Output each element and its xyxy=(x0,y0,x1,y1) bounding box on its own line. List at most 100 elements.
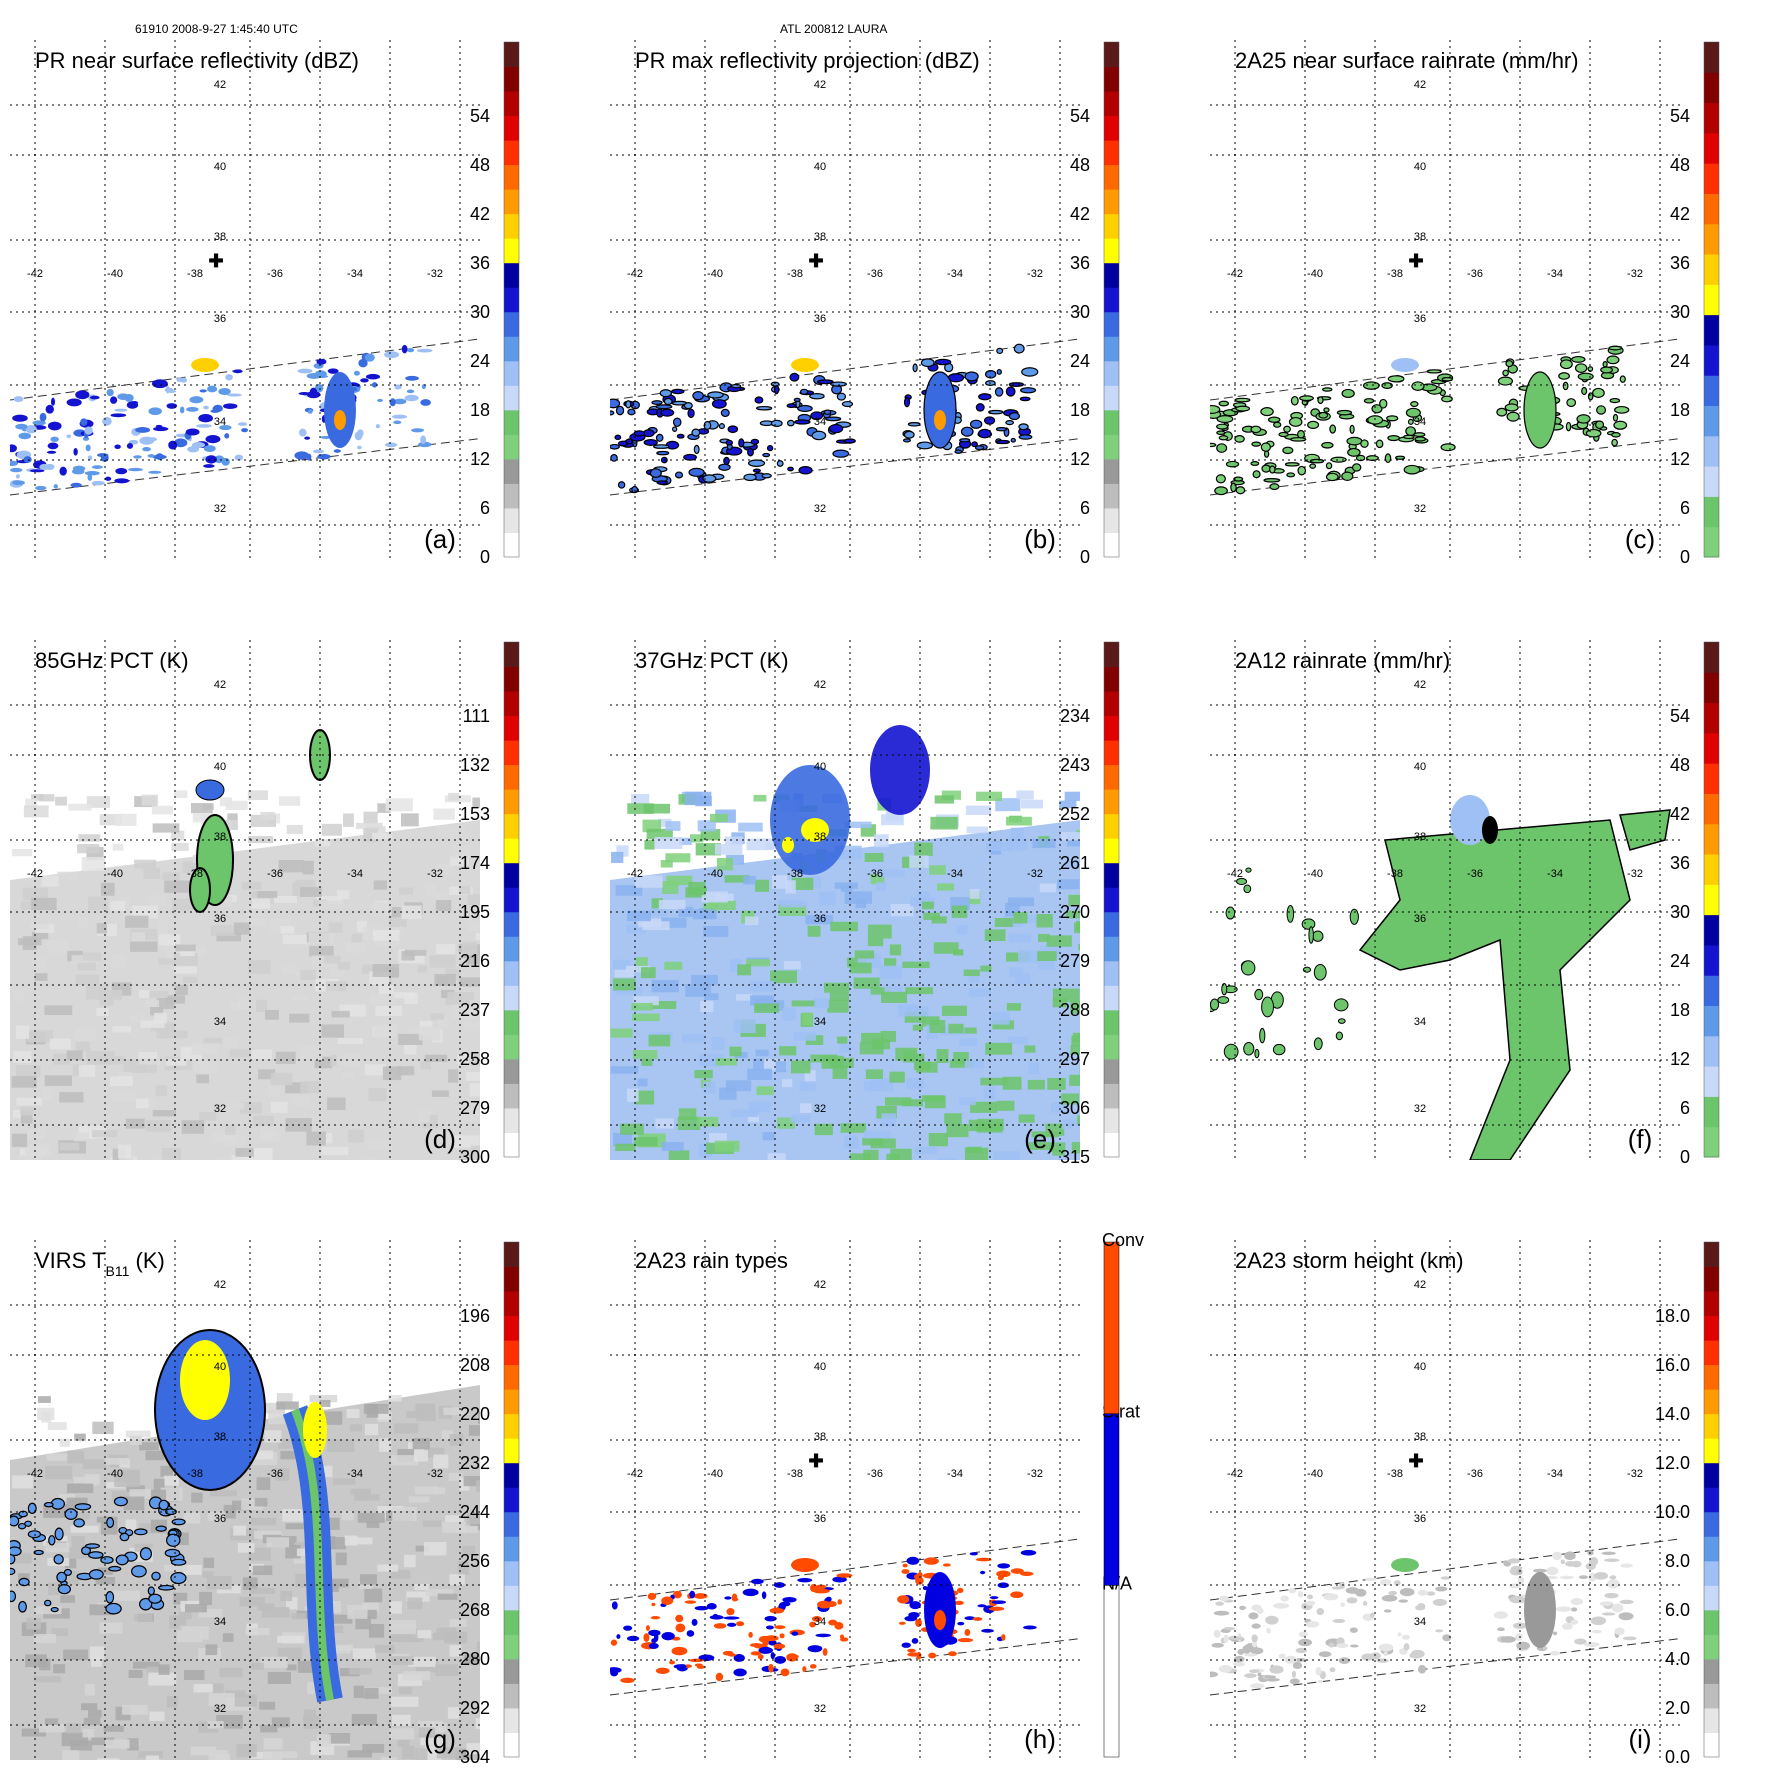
texture-cell xyxy=(295,879,316,891)
texture-cell xyxy=(391,1656,414,1665)
texture-cell xyxy=(416,1409,436,1422)
rain-pixel xyxy=(39,412,47,422)
colorbar-label: 18.0 xyxy=(1655,1306,1690,1326)
colorbar-segment xyxy=(504,42,519,68)
texture-cell xyxy=(282,1509,310,1522)
rain-pixel xyxy=(774,1625,786,1630)
rain-fleck xyxy=(1254,1048,1260,1059)
rain-pixel xyxy=(1349,424,1355,434)
texture-cell xyxy=(150,1489,167,1502)
rain-pixel xyxy=(1565,421,1572,432)
colorbar-segment xyxy=(504,262,519,288)
texture-cell xyxy=(664,961,683,970)
rain-pixel xyxy=(393,398,407,405)
colorbar-label: 42 xyxy=(470,204,490,224)
rain-pixel xyxy=(1325,472,1339,482)
rain-pixel xyxy=(907,422,921,427)
rain-pixel xyxy=(610,443,620,450)
swath-edge-south xyxy=(1210,438,1680,496)
lat-tick-label: 40 xyxy=(814,1361,826,1373)
texture-cell xyxy=(286,1597,298,1610)
texture-cell xyxy=(782,1007,796,1021)
texture-cell xyxy=(678,906,693,917)
texture-cell xyxy=(75,1041,90,1052)
texture-cell xyxy=(160,1030,188,1039)
colorbar-segment xyxy=(1704,944,1719,976)
texture-cell xyxy=(743,875,756,885)
rain-pixel xyxy=(799,388,809,395)
texture-cell xyxy=(347,1605,368,1619)
rain-pixel xyxy=(1398,1599,1409,1603)
rain-pixel xyxy=(1298,1631,1308,1638)
texture-cell xyxy=(31,897,57,911)
rain-pixel xyxy=(683,453,697,461)
colorbar-segment xyxy=(504,1083,519,1109)
rain-pixel xyxy=(726,1608,735,1616)
texture-cell xyxy=(91,1737,115,1746)
storm-core xyxy=(334,410,346,430)
rain-pixel xyxy=(906,1556,920,1565)
rain-pixel xyxy=(1509,1595,1526,1604)
cloud-cell xyxy=(170,1558,187,1566)
rain-pixel xyxy=(996,368,1003,375)
texture-cell xyxy=(749,995,775,1006)
rain-pixel xyxy=(1562,381,1569,391)
lon-tick-label: -42 xyxy=(627,1468,643,1480)
texture-cell xyxy=(447,992,474,1000)
texture-cell xyxy=(435,863,455,875)
colorbar-segment xyxy=(1104,409,1119,435)
lat-tick-label: 38 xyxy=(814,231,826,243)
rain-pixel xyxy=(686,1630,695,1637)
rain-pixel xyxy=(185,428,200,436)
texture-cell xyxy=(914,842,933,856)
rain-pixel xyxy=(1350,1644,1359,1648)
texture-cell xyxy=(412,1630,432,1639)
lon-tick-label: -38 xyxy=(787,868,803,880)
texture-cell xyxy=(435,1664,459,1677)
texture-cell xyxy=(700,829,721,841)
texture-cell xyxy=(145,1119,171,1132)
rain-pixel xyxy=(802,1666,807,1673)
texture-cell xyxy=(771,875,788,889)
texture-cell xyxy=(1068,894,1080,907)
colorbar-segment xyxy=(1704,284,1719,316)
colorbar-segment xyxy=(1704,163,1719,194)
lat-tick-label: 32 xyxy=(814,503,826,515)
rain-pixel xyxy=(1614,405,1630,414)
texture-cell xyxy=(984,929,1006,942)
rain-pixel xyxy=(406,348,415,353)
rain-pixel xyxy=(722,1650,734,1656)
texture-cell xyxy=(259,1124,276,1139)
texture-cell xyxy=(110,1076,134,1087)
rain-pixel xyxy=(828,423,844,434)
rain-fleck xyxy=(1313,1037,1323,1051)
rain-pixel xyxy=(807,1645,823,1653)
texture-cell xyxy=(18,1155,41,1160)
rain-pixel xyxy=(1260,407,1274,417)
colorbar-segment xyxy=(1704,793,1719,825)
rain-pixel xyxy=(610,1670,619,1677)
texture-cell xyxy=(401,813,419,827)
texture-cell xyxy=(936,1048,949,1063)
texture-cell xyxy=(941,1005,967,1016)
texture-cell xyxy=(648,1034,671,1047)
texture-cell xyxy=(637,1078,648,1087)
rain-pixel xyxy=(1347,447,1361,457)
texture-cell xyxy=(451,844,471,858)
texture-cell xyxy=(627,910,651,922)
texture-cell xyxy=(27,1030,54,1043)
rain-pixel xyxy=(651,400,663,405)
rain-pixel xyxy=(35,485,47,491)
texture-cell xyxy=(476,1480,480,1492)
texture-cell xyxy=(286,824,303,835)
rain-pixel xyxy=(1264,1675,1277,1679)
rain-pixel xyxy=(1329,1667,1336,1673)
rain-pixel xyxy=(1341,388,1355,399)
colorbar-label: 252 xyxy=(1060,804,1090,824)
colorbar-segment xyxy=(504,1511,519,1537)
colorbar-segment xyxy=(1704,1658,1719,1684)
texture-cell xyxy=(209,1490,237,1497)
colorbar-label: 24 xyxy=(1670,951,1690,971)
